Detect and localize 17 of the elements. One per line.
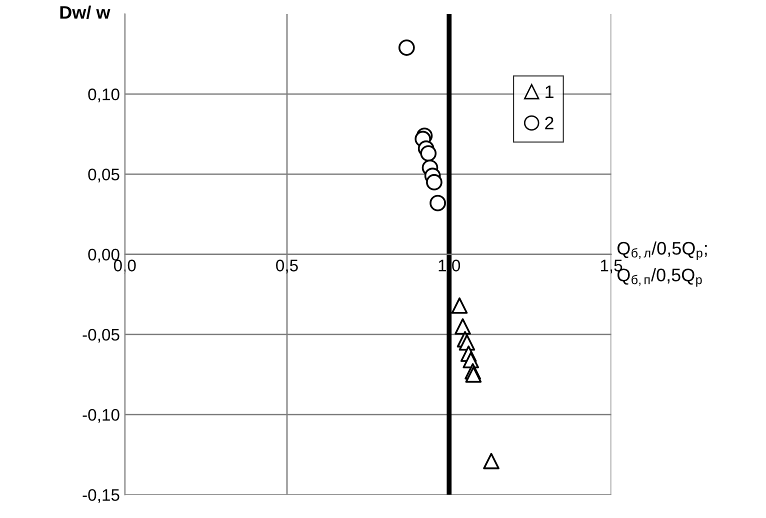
point — [465, 366, 482, 383]
point — [426, 174, 442, 190]
legend-label: 2 — [545, 116, 554, 130]
y-tick-label: 0,05 — [88, 168, 120, 182]
x-tick-label: 0,5 — [276, 260, 298, 274]
point — [483, 452, 500, 470]
point — [454, 318, 471, 335]
point — [398, 39, 415, 56]
point — [451, 297, 468, 314]
y-tick-label: -0,10 — [82, 408, 120, 423]
y-tick-label: -0,05 — [82, 328, 120, 343]
legend-label: 1 — [546, 86, 554, 98]
y-tick-label: 0,10 — [88, 88, 120, 102]
y-tick-label: -0,15 — [82, 489, 120, 503]
point — [420, 145, 437, 162]
point — [430, 194, 446, 212]
y-axis-title: Dw/ w — [60, 6, 110, 20]
